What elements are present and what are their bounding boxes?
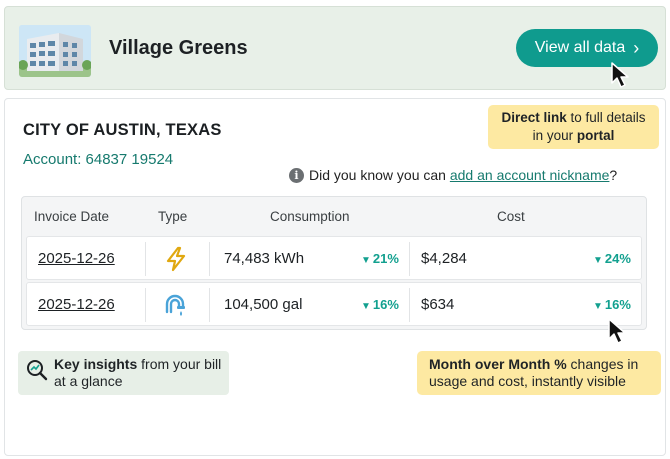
consumption-change: ▼ 16% <box>361 297 399 312</box>
building-thumbnail <box>19 25 91 77</box>
add-nickname-link[interactable]: add an account nickname <box>449 167 610 183</box>
table-row: 2025-12-26 74,483 kWh ▼ 21% $4,284 ▼ 24% <box>26 236 642 280</box>
header-type: Type <box>158 209 188 224</box>
mouse-pointer-icon <box>608 318 626 344</box>
consumption-value: 104,500 gal <box>224 296 303 313</box>
property-name: Village Greens <box>109 37 248 59</box>
water-faucet-icon <box>165 294 185 316</box>
magnifier-chart-icon <box>27 360 48 381</box>
lightning-bolt-icon <box>166 246 186 272</box>
cost-value: $4,284 <box>421 250 467 267</box>
month-over-month-callout: Month over Month % changes in usage and … <box>417 351 661 395</box>
direct-link-callout: Direct link to full details in your port… <box>488 105 659 149</box>
key-insights-callout: Key insights from your bill at a glance <box>18 351 229 395</box>
info-icon: i <box>289 167 304 183</box>
invoice-date-link[interactable]: 2025-12-26 <box>38 296 115 313</box>
header-invoice-date: Invoice Date <box>34 209 110 224</box>
cost-change: ▼ 24% <box>593 251 631 266</box>
nickname-tip: i Did you know you can add an account ni… <box>289 167 617 183</box>
view-all-data-label: View all data <box>534 39 626 56</box>
table-row: 2025-12-26 104,500 gal ▼ 16% $634 ▼ 16% <box>26 282 642 326</box>
invoice-table: Invoice Date Type Consumption Cost 2025-… <box>21 196 647 330</box>
header-consumption: Consumption <box>270 209 350 224</box>
header-cost: Cost <box>497 209 525 224</box>
table-header: Invoice Date Type Consumption Cost <box>22 197 646 235</box>
cost-value: $634 <box>421 296 455 313</box>
chevron-right-icon: › <box>633 38 640 58</box>
consumption-value: 74,483 kWh <box>224 250 305 267</box>
invoice-date-link[interactable]: 2025-12-26 <box>38 250 115 267</box>
cost-change: ▼ 16% <box>593 297 631 312</box>
view-all-data-button[interactable]: View all data › <box>516 29 658 67</box>
consumption-change: ▼ 21% <box>361 251 399 266</box>
property-header: Village Greens View all data › <box>4 6 666 90</box>
account-card: CITY OF AUSTIN, TEXAS Account: 64837 195… <box>4 98 666 456</box>
mouse-pointer-icon <box>611 62 629 88</box>
account-number: Account: 64837 19524 <box>23 151 174 168</box>
utility-city: CITY OF AUSTIN, TEXAS <box>23 121 222 139</box>
